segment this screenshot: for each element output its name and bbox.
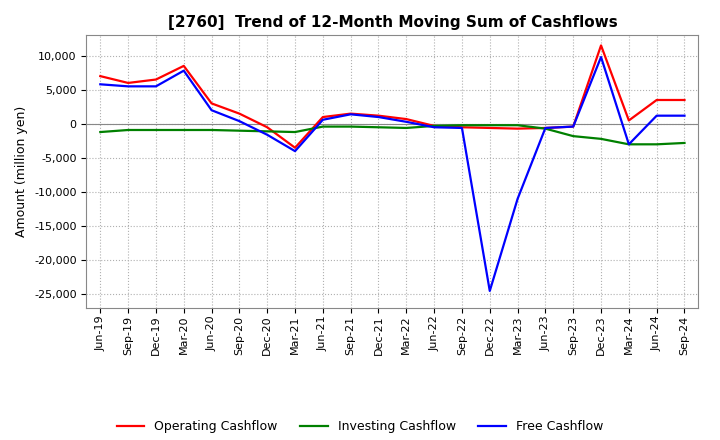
Line: Investing Cashflow: Investing Cashflow: [100, 125, 685, 144]
Investing Cashflow: [652, 142, 661, 147]
Free Cashflow: [680, 113, 689, 118]
Free Cashflow: [235, 118, 243, 124]
Free Cashflow: [263, 132, 271, 137]
Operating Cashflow: [458, 125, 467, 130]
Title: [2760]  Trend of 12-Month Moving Sum of Cashflows: [2760] Trend of 12-Month Moving Sum of C…: [168, 15, 617, 30]
Free Cashflow: [652, 113, 661, 118]
Free Cashflow: [624, 142, 633, 147]
Operating Cashflow: [541, 125, 550, 131]
Free Cashflow: [179, 68, 188, 73]
Operating Cashflow: [291, 145, 300, 150]
Investing Cashflow: [569, 133, 577, 139]
Operating Cashflow: [430, 123, 438, 128]
Investing Cashflow: [124, 127, 132, 132]
Investing Cashflow: [179, 127, 188, 132]
Free Cashflow: [541, 125, 550, 131]
Free Cashflow: [318, 117, 327, 122]
Legend: Operating Cashflow, Investing Cashflow, Free Cashflow: Operating Cashflow, Investing Cashflow, …: [112, 415, 608, 438]
Operating Cashflow: [624, 118, 633, 123]
Investing Cashflow: [597, 136, 606, 142]
Operating Cashflow: [402, 117, 410, 122]
Line: Operating Cashflow: Operating Cashflow: [100, 45, 685, 148]
Free Cashflow: [346, 112, 355, 117]
Free Cashflow: [430, 125, 438, 130]
Free Cashflow: [485, 288, 494, 293]
Free Cashflow: [291, 148, 300, 154]
Investing Cashflow: [235, 128, 243, 133]
Investing Cashflow: [541, 126, 550, 131]
Operating Cashflow: [346, 111, 355, 116]
Operating Cashflow: [513, 126, 522, 131]
Free Cashflow: [124, 84, 132, 89]
Operating Cashflow: [96, 73, 104, 79]
Investing Cashflow: [263, 129, 271, 134]
Operating Cashflow: [318, 114, 327, 120]
Free Cashflow: [597, 55, 606, 60]
Operating Cashflow: [680, 97, 689, 103]
Operating Cashflow: [569, 124, 577, 129]
Investing Cashflow: [430, 123, 438, 128]
Investing Cashflow: [96, 129, 104, 135]
Investing Cashflow: [513, 123, 522, 128]
Operating Cashflow: [374, 113, 383, 118]
Investing Cashflow: [458, 123, 467, 128]
Investing Cashflow: [318, 124, 327, 129]
Operating Cashflow: [485, 125, 494, 131]
Investing Cashflow: [374, 125, 383, 130]
Investing Cashflow: [624, 142, 633, 147]
Operating Cashflow: [652, 97, 661, 103]
Investing Cashflow: [152, 127, 161, 132]
Operating Cashflow: [263, 125, 271, 130]
Free Cashflow: [402, 119, 410, 125]
Free Cashflow: [513, 196, 522, 202]
Operating Cashflow: [235, 111, 243, 116]
Operating Cashflow: [597, 43, 606, 48]
Free Cashflow: [207, 107, 216, 113]
Investing Cashflow: [291, 129, 300, 135]
Operating Cashflow: [179, 63, 188, 69]
Investing Cashflow: [207, 127, 216, 132]
Y-axis label: Amount (million yen): Amount (million yen): [16, 106, 29, 237]
Operating Cashflow: [124, 80, 132, 85]
Investing Cashflow: [680, 140, 689, 146]
Free Cashflow: [152, 84, 161, 89]
Line: Free Cashflow: Free Cashflow: [100, 57, 685, 291]
Free Cashflow: [96, 82, 104, 87]
Operating Cashflow: [207, 101, 216, 106]
Investing Cashflow: [402, 125, 410, 131]
Free Cashflow: [569, 124, 577, 129]
Free Cashflow: [458, 125, 467, 131]
Free Cashflow: [374, 114, 383, 120]
Operating Cashflow: [152, 77, 161, 82]
Investing Cashflow: [485, 123, 494, 128]
Investing Cashflow: [346, 124, 355, 129]
